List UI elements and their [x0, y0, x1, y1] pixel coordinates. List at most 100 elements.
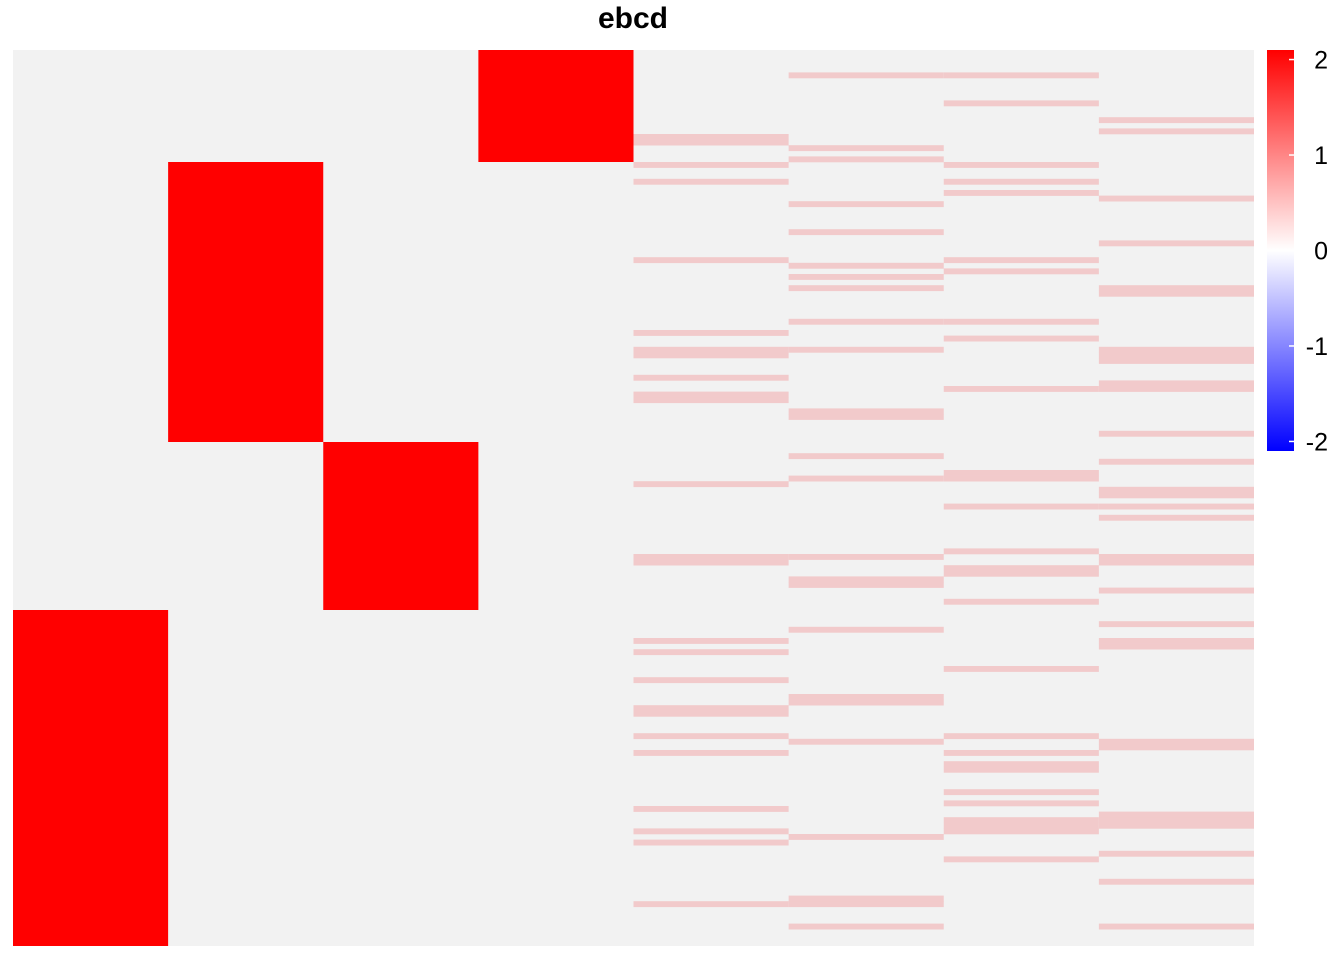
heatmap-cell — [1098, 817, 1254, 824]
heatmap-cell — [633, 352, 789, 359]
heatmap-cell — [633, 139, 789, 146]
heatmap-cell — [943, 162, 1099, 168]
heatmap-cell — [1098, 290, 1254, 297]
heatmap-cell — [1098, 638, 1254, 644]
heatmap-cell — [943, 766, 1099, 773]
heatmap-block — [478, 50, 634, 162]
heatmap-cell — [943, 257, 1099, 264]
heatmap-cell — [788, 346, 944, 353]
heatmap-cell — [788, 582, 944, 588]
heatmap-cell — [633, 391, 789, 398]
heatmap-cell — [943, 733, 1099, 740]
color-legend: 2 1 0 -1 -2 — [1267, 47, 1328, 456]
heatmap-cell — [943, 503, 1099, 510]
heatmap-cell — [943, 335, 1099, 342]
heatmap-cell — [633, 901, 789, 908]
heatmap-cell — [633, 638, 789, 644]
heatmap-cell — [633, 705, 789, 712]
heatmap-cell — [633, 481, 789, 488]
heatmap-cell — [1098, 380, 1254, 387]
heatmap-cell — [1098, 554, 1254, 560]
heatmap-cell — [943, 750, 1099, 756]
heatmap-cell — [633, 649, 789, 656]
heatmap-cell — [1098, 386, 1254, 392]
heatmap-cell — [788, 626, 944, 633]
heatmap-cell — [633, 839, 789, 846]
heatmap-cell — [1098, 240, 1254, 247]
legend-tick-label: 1 — [1314, 142, 1328, 170]
heatmap-cell — [788, 145, 944, 152]
heatmap-cell — [633, 162, 789, 168]
heatmap-cell — [633, 750, 789, 756]
heatmap-cell — [788, 274, 944, 280]
heatmap-cell — [788, 901, 944, 908]
heatmap-cell — [633, 559, 789, 566]
heatmap-cell — [633, 806, 789, 812]
heatmap-cell — [788, 156, 944, 163]
heatmap-cell — [1098, 503, 1254, 510]
heatmap-cell — [1098, 878, 1254, 885]
heatmap-cell — [1098, 643, 1254, 650]
heatmap-cell — [943, 570, 1099, 577]
heatmap-cell — [788, 414, 944, 420]
heatmap-cell — [943, 789, 1099, 796]
heatmap-block — [168, 162, 324, 442]
legend-tick-label: 0 — [1314, 238, 1328, 266]
heatmap-cell — [633, 828, 789, 835]
heatmap-cell — [1098, 744, 1254, 751]
heatmap-cell — [943, 268, 1099, 275]
heatmap-cell — [788, 229, 944, 236]
heatmap-cell — [633, 397, 789, 404]
heatmap-cell — [943, 822, 1099, 829]
heatmap-cell — [1098, 514, 1254, 521]
heatmap-cell — [943, 386, 1099, 392]
heatmap-block — [13, 610, 169, 946]
heatmap-cell — [943, 565, 1099, 572]
heatmap-cell — [943, 598, 1099, 605]
heatmap-cell — [633, 374, 789, 381]
heatmap-cell — [1098, 587, 1254, 594]
heatmap-cell — [788, 285, 944, 292]
heatmap-cell — [1098, 128, 1254, 135]
heatmap-cell — [788, 72, 944, 79]
heatmap-cell — [1098, 430, 1254, 437]
heatmap-cell — [788, 318, 944, 325]
heatmap-cell — [1098, 346, 1254, 353]
heatmap-cell — [943, 475, 1099, 482]
heatmap-cell — [943, 72, 1099, 79]
heatmap-cell — [1098, 486, 1254, 493]
heatmap-cell — [788, 738, 944, 745]
heatmap-cell — [633, 677, 789, 684]
heatmap-cell — [1098, 822, 1254, 829]
heatmap-cell — [943, 828, 1099, 835]
heatmap-cell — [943, 856, 1099, 863]
heatmap-cell — [943, 666, 1099, 672]
heatmap-cell — [1098, 738, 1254, 745]
heatmap-cell — [943, 178, 1099, 185]
heatmap-cell — [1098, 352, 1254, 359]
legend-tick-label: -2 — [1306, 428, 1328, 456]
heatmap-cell — [1098, 850, 1254, 857]
heatmap-cell — [788, 834, 944, 840]
heatmap-cell — [1098, 285, 1254, 292]
heatmap-cell — [943, 470, 1099, 476]
heatmap-cell — [633, 178, 789, 185]
heatmap-cell — [1098, 358, 1254, 364]
heatmap-cell — [943, 318, 1099, 325]
heatmap-cell — [943, 190, 1099, 196]
heatmap-cell — [633, 257, 789, 264]
heatmap-cell — [943, 548, 1099, 555]
heatmap-cell — [788, 923, 944, 930]
heatmap-cell — [943, 761, 1099, 768]
heatmap-cell — [1098, 458, 1254, 465]
heatmap-cell — [943, 817, 1099, 824]
legend-tick-label: 2 — [1314, 47, 1328, 75]
heatmap-cell — [788, 408, 944, 415]
heatmap-cell — [633, 134, 789, 140]
heatmap-cell — [788, 895, 944, 902]
heatmap-cell — [788, 453, 944, 460]
heatmap-cell — [788, 262, 944, 269]
heatmap-cell — [788, 576, 944, 583]
heatmap-cell — [943, 800, 1099, 807]
